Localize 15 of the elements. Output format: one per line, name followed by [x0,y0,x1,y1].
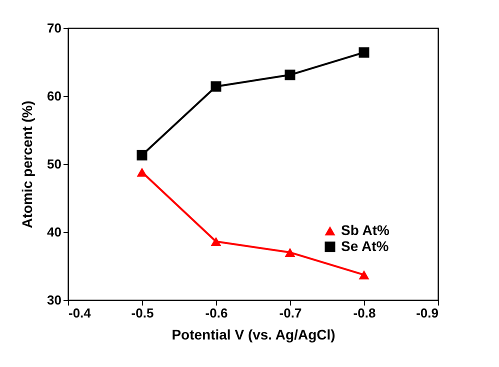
y-tick-label: 30 [47,292,62,308]
x-tick-label: -0.9 [416,306,438,320]
x-axis-title: Potential V (vs. Ag/AgCl) [172,326,336,342]
y-tick-label: 50 [47,156,62,172]
legend-label: Sb At% [341,222,390,238]
x-tick-label: -0.4 [68,306,92,320]
y-axis-title: Atomic percent (%) [19,100,36,228]
x-tick-label: -0.8 [353,306,376,320]
y-tick-label: 60 [47,88,62,104]
x-tick-label: -0.7 [279,306,302,320]
x-tick-label: -0.6 [205,306,228,320]
y-tick-label: 40 [47,224,62,240]
y-tick-label: 70 [47,20,62,36]
legend-label: Se At% [341,238,390,254]
x-tick-label: -0.5 [131,306,154,320]
